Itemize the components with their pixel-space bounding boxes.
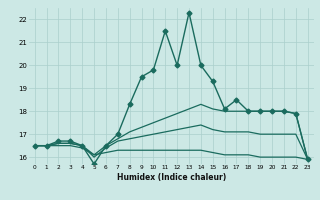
X-axis label: Humidex (Indice chaleur): Humidex (Indice chaleur) [116,173,226,182]
